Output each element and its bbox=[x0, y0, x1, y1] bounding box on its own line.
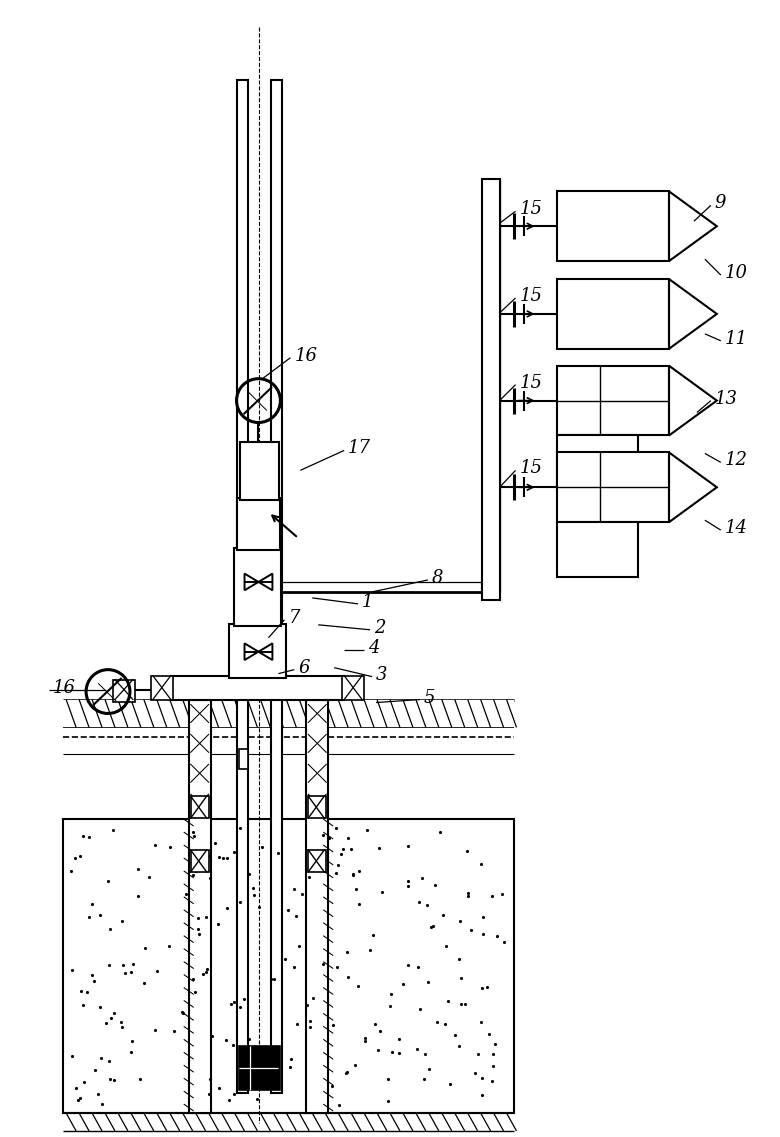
Bar bbox=[308, 850, 326, 872]
Bar bbox=[307, 699, 328, 1113]
Text: 17: 17 bbox=[348, 439, 371, 457]
Bar bbox=[558, 279, 669, 349]
Bar bbox=[63, 819, 513, 1113]
Bar bbox=[63, 699, 513, 728]
Text: 3: 3 bbox=[376, 665, 388, 683]
Text: 15: 15 bbox=[519, 287, 543, 305]
Text: 11: 11 bbox=[725, 330, 748, 348]
Bar bbox=[239, 442, 279, 500]
Bar bbox=[191, 850, 208, 872]
Bar bbox=[191, 796, 208, 819]
Bar bbox=[558, 453, 669, 522]
Text: 9: 9 bbox=[714, 194, 726, 213]
Bar bbox=[482, 180, 500, 600]
Bar bbox=[342, 675, 364, 699]
Text: 12: 12 bbox=[725, 451, 748, 470]
Text: 16: 16 bbox=[294, 347, 317, 365]
Bar bbox=[558, 522, 638, 576]
Bar bbox=[151, 675, 173, 699]
Bar bbox=[236, 498, 280, 550]
Text: 15: 15 bbox=[519, 374, 543, 391]
Bar bbox=[236, 80, 247, 1093]
Text: 5: 5 bbox=[424, 689, 435, 706]
Text: 16: 16 bbox=[53, 679, 76, 697]
Text: 15: 15 bbox=[519, 200, 543, 218]
Bar bbox=[558, 435, 638, 490]
Bar bbox=[189, 699, 211, 1113]
Bar bbox=[229, 624, 286, 678]
Text: 13: 13 bbox=[714, 390, 738, 407]
Text: 15: 15 bbox=[519, 459, 543, 478]
Bar bbox=[171, 675, 344, 699]
Text: 10: 10 bbox=[725, 264, 748, 282]
Text: 8: 8 bbox=[432, 568, 443, 587]
Text: 6: 6 bbox=[298, 658, 310, 677]
Bar bbox=[308, 796, 326, 819]
Bar bbox=[558, 366, 669, 435]
Text: 7: 7 bbox=[289, 608, 300, 626]
Text: 2: 2 bbox=[374, 619, 385, 637]
Text: 1: 1 bbox=[362, 592, 374, 611]
Bar bbox=[239, 1046, 280, 1090]
Text: 4: 4 bbox=[368, 639, 380, 657]
Bar bbox=[239, 749, 247, 770]
Bar bbox=[113, 680, 135, 702]
Text: 14: 14 bbox=[725, 520, 748, 537]
Bar bbox=[558, 191, 669, 262]
Bar bbox=[233, 548, 282, 625]
Bar bbox=[271, 80, 282, 1093]
